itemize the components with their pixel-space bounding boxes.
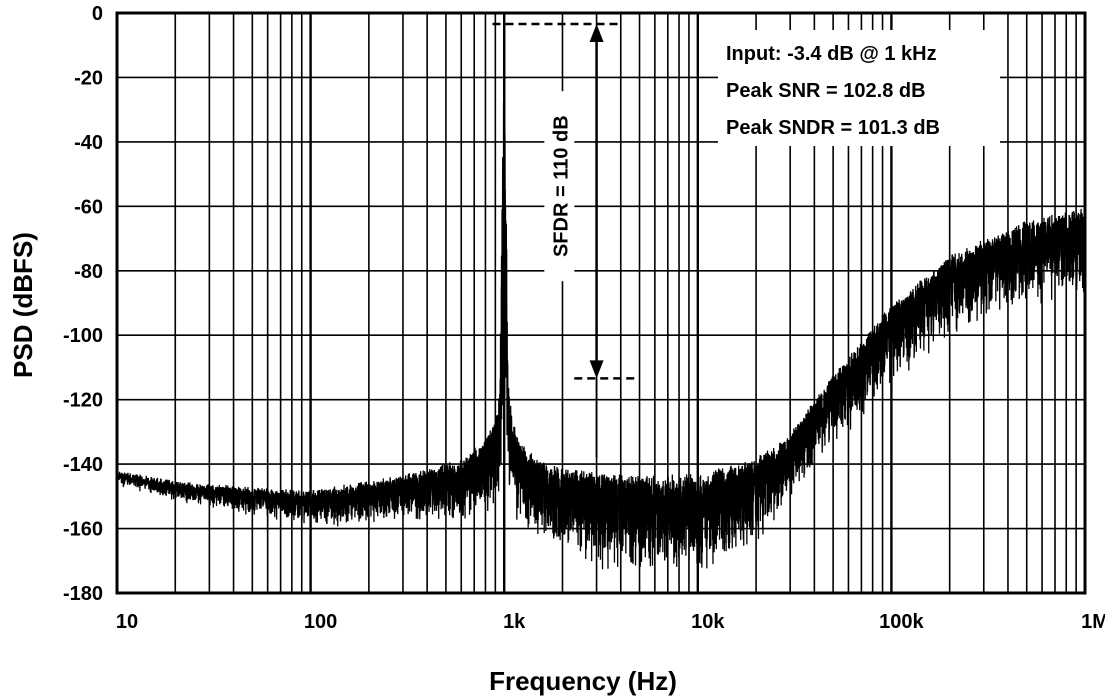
x-tick-label: 1k [503,611,526,633]
x-tick-label: 100k [879,611,924,633]
y-tick-label: -20 [74,67,103,89]
sfdr-arrowhead-down [589,360,604,379]
y-tick-labels: 0 -20 -40 -60 -80 -100 -120 -140 -160 -180 [63,3,103,605]
y-axis-label: PSD (dBFS) [8,232,38,378]
psd-trace [116,23,1086,570]
x-tick-label: 100 [304,611,337,633]
sfdr-label-background [544,91,575,282]
x-tick-label: 10 [116,611,138,633]
annotation-box [718,30,1000,146]
annotation-peak-snr: Peak SNR = 102.8 dB [726,80,926,102]
y-tick-label: 0 [92,3,103,25]
sfdr-arrowhead-up [589,23,604,42]
sfdr-dimension [492,22,635,380]
annotation-sfdr: SFDR = 110 dB [550,115,572,257]
x-tick-label: 1M [1081,611,1105,633]
x-tick-label: 10k [691,611,725,633]
y-tick-label: -160 [63,519,103,541]
psd-line [116,23,1086,570]
y-tick-label: -60 [74,196,103,218]
y-tick-label: -40 [74,132,103,154]
y-tick-label: -80 [74,261,103,283]
x-axis-label: Frequency (Hz) [489,666,677,696]
y-tick-label: -140 [63,454,103,476]
y-tick-label: -180 [63,583,103,605]
annotation-peak-sndr: Peak SNDR = 101.3 dB [726,117,940,139]
annotation-input: Input: -3.4 dB @ 1 kHz [726,43,937,65]
y-tick-label: -120 [63,390,103,412]
plot-frame [115,11,1087,595]
y-tick-label: -100 [63,325,103,347]
x-tick-labels: 10 100 1k 10k 100k 1M [116,611,1105,633]
